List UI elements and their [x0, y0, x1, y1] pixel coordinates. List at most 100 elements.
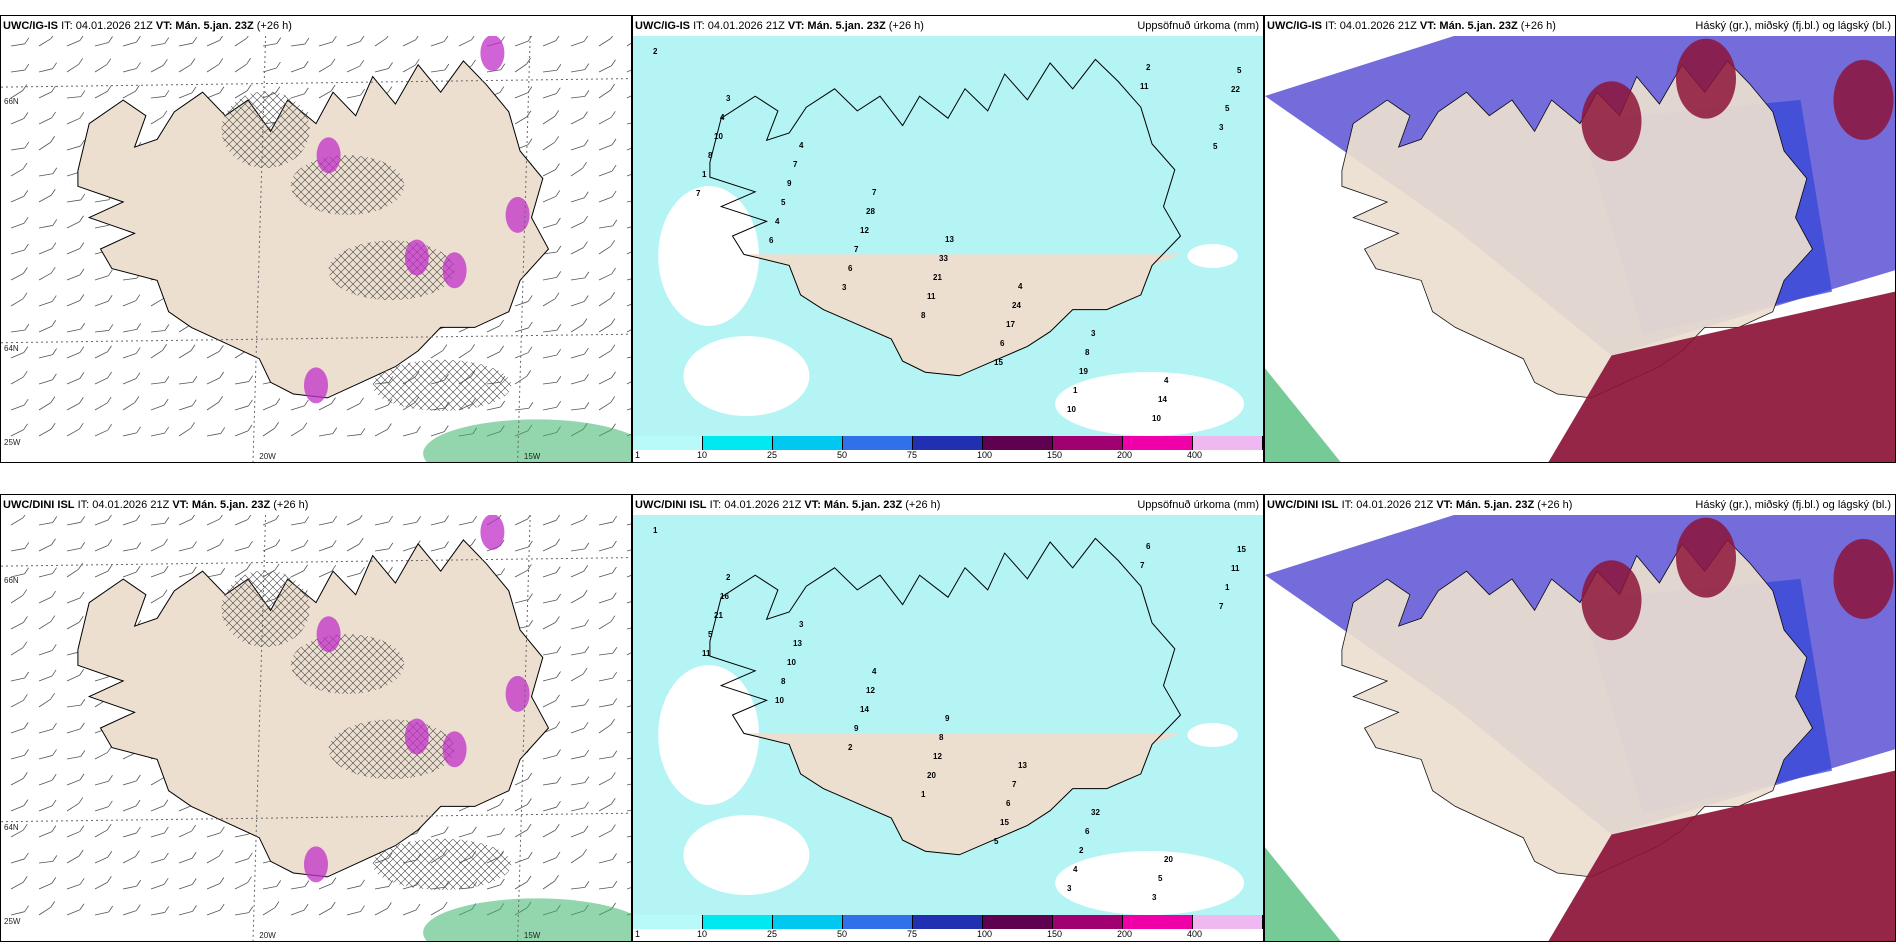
precip-value: 15 [1000, 818, 1009, 827]
wind-barb [94, 515, 112, 526]
wind-barb [150, 90, 170, 99]
lon-label-left: 25W [4, 438, 21, 447]
wind-barb [346, 428, 366, 437]
wind-barb [178, 344, 196, 359]
precip-value: 7 [696, 189, 701, 198]
wind-barb [150, 589, 168, 604]
precip-value: 8 [708, 151, 713, 160]
wind-barb [458, 826, 477, 838]
precip-map: 2347134345472833248142210912211719105857… [633, 36, 1263, 436]
lead-time: (+26 h) [1537, 499, 1573, 511]
wind-barb [346, 566, 365, 578]
wind-barb [178, 824, 197, 838]
precip-value: 20 [927, 771, 936, 780]
wind-barb [570, 776, 590, 786]
field-title: Uppsöfnuð úrkoma (mm) [1137, 20, 1259, 32]
cloud-map [1265, 36, 1895, 462]
panel-title: UWC/IG-IS IT: 04.01.2026 21Z VT: Mán. 5.… [1265, 16, 1895, 36]
precip-cell [505, 196, 530, 233]
wind-barb [430, 826, 449, 838]
wind-barb [402, 516, 422, 526]
wind-barb [206, 371, 224, 385]
colorbar-segment [703, 915, 773, 929]
wind-barb [626, 42, 631, 47]
wind-barb [514, 57, 531, 73]
wind-barb [318, 901, 336, 916]
wind-barb [514, 772, 533, 786]
colorbar-tick: 25 [767, 450, 778, 460]
valid-time: Mán. 5.jan. 23Z [191, 499, 271, 511]
colorbar-tick: 10 [697, 929, 708, 939]
precip-value: 3 [842, 283, 847, 292]
precip-value: 8 [781, 677, 786, 686]
wind-barb [598, 111, 616, 125]
wind-barb [598, 880, 618, 890]
wind-barb [178, 878, 197, 890]
wind-barb [66, 849, 84, 864]
dry-land-area [709, 254, 1181, 376]
colorbar-tick: 100 [977, 450, 993, 460]
wind-barb [514, 295, 533, 307]
precip-value: 2 [726, 573, 731, 582]
precip-value: 3 [726, 94, 731, 103]
hatched-area [372, 838, 512, 890]
field-title: Háský (gr.), miðský (fj.bl.) og lágský (… [1695, 499, 1891, 511]
precip-value: 5 [1158, 874, 1163, 883]
precip-map: 1234913322015161312876511211014126231589… [633, 515, 1263, 915]
init-time: IT: 04.01.2026 21Z [709, 499, 802, 511]
wind-barb [542, 400, 562, 411]
wind-barb [10, 515, 26, 526]
precip-value: 4 [720, 113, 725, 122]
wind-barb [514, 564, 532, 578]
iceland-landmass [77, 60, 550, 399]
wind-barb [234, 424, 253, 437]
wind-barb [542, 776, 562, 786]
wind-barb [598, 138, 617, 151]
wind-barb [10, 37, 30, 47]
wind-barb [570, 63, 590, 73]
precip-value: 5 [781, 198, 786, 207]
precip-value: 9 [787, 179, 792, 188]
precip-value: 2 [1079, 846, 1084, 855]
wind-barb [122, 850, 140, 864]
precip-value: 12 [860, 226, 869, 235]
wind-barb [38, 188, 56, 203]
wind-barb [66, 372, 85, 385]
precip-value: 7 [1219, 602, 1224, 611]
dry-land-area [709, 733, 1181, 855]
wind-barb [66, 112, 85, 125]
wind-barb [514, 798, 532, 812]
precip-value: 6 [1146, 542, 1151, 551]
precip-value: 10 [1067, 405, 1076, 414]
wind-barb [542, 217, 561, 229]
wind-barb [290, 516, 310, 526]
wind-barb [430, 36, 449, 47]
precip-cell [304, 846, 328, 883]
model-name: UWC/DINI ISL [635, 499, 707, 511]
wind-barb [122, 396, 140, 411]
precip-value: 15 [994, 358, 1003, 367]
wind-barb [94, 269, 113, 281]
wind-barb [122, 515, 141, 526]
wind-barb [38, 373, 57, 385]
precip-map-panel: UWC/DINI ISL IT: 04.01.2026 21Z VT: Mán.… [632, 494, 1264, 942]
wind-barb [10, 141, 30, 151]
wind-barb [598, 647, 618, 656]
precip-cell [442, 731, 467, 768]
wind-barb [66, 397, 84, 411]
wind-barb [10, 823, 28, 838]
low-cloud-cell [1676, 38, 1736, 119]
wind-barb [178, 58, 196, 73]
wind-barb [38, 749, 57, 760]
wind-barb [122, 799, 141, 812]
wind-barb [290, 539, 309, 552]
wind-barb [626, 69, 631, 73]
colorbar-tick: 75 [907, 450, 918, 460]
precip-value: 9 [945, 714, 950, 723]
iceland-coastline [709, 537, 1182, 856]
model-name: UWC/IG-IS [1267, 20, 1322, 32]
wind-barb [290, 399, 309, 411]
wind-barb [38, 825, 57, 838]
wind-barb [374, 423, 392, 437]
wind-barb [206, 345, 224, 359]
